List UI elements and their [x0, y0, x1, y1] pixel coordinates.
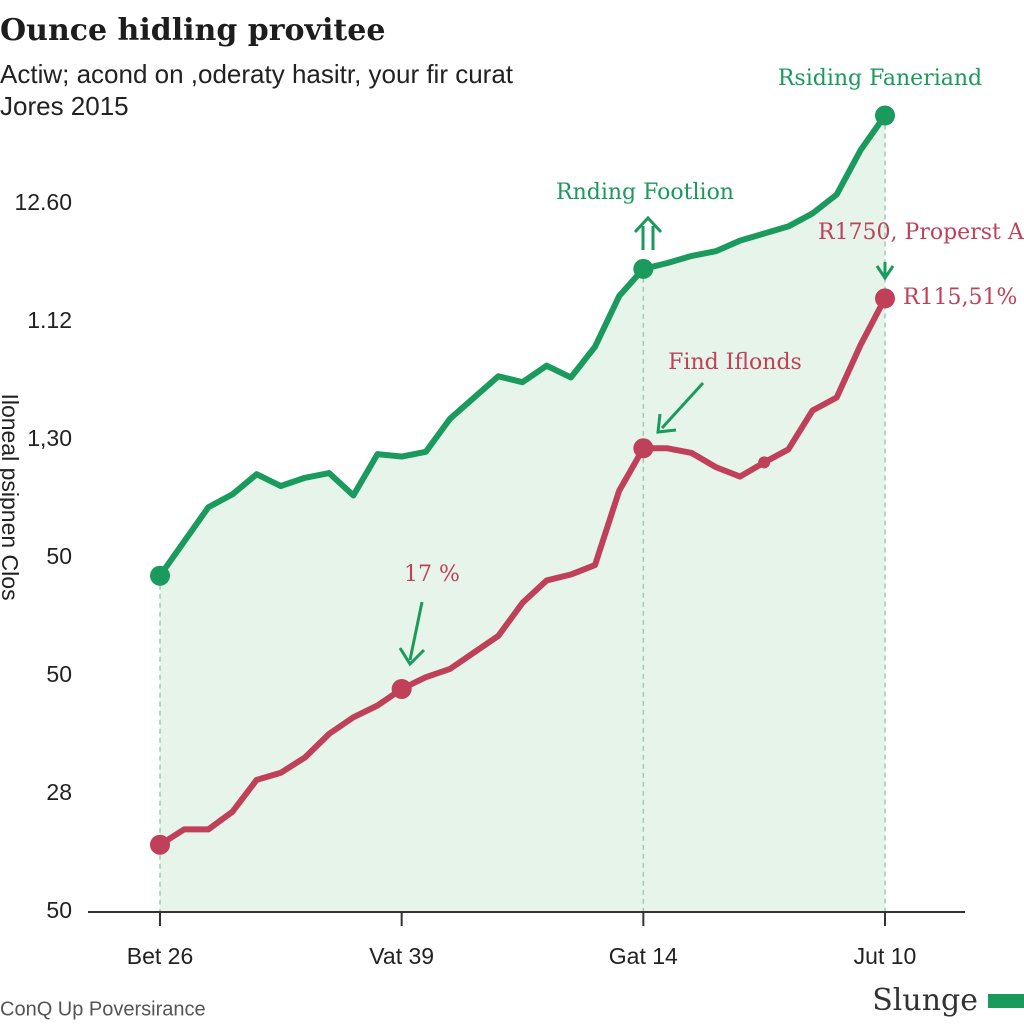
y-tick-label: 1.12: [27, 307, 72, 333]
arrow: [656, 381, 705, 434]
x-tick-label: Vat 39: [369, 943, 434, 969]
point: [633, 438, 654, 459]
line: [157, 112, 888, 579]
y-tick-label: 50: [46, 543, 72, 569]
annotation: R1750, Properst Alr: [818, 220, 1024, 245]
y-tick-label: 12.60: [14, 189, 72, 215]
x-tick-label: Bet 26: [127, 943, 194, 969]
area: [160, 115, 885, 912]
x-tick-label: Gat 14: [609, 943, 678, 969]
point: [758, 456, 771, 469]
annotation: Rsiding Faneriand: [778, 66, 982, 91]
arrow: [633, 215, 663, 250]
annotation: Rnding Footlion: [556, 180, 734, 205]
y-tick-label: 1,30: [27, 425, 72, 451]
point: [875, 288, 895, 309]
annotation: Find Iflonds: [668, 350, 802, 375]
arrow: [875, 262, 895, 281]
y-axis-label: Iloneal psipnen Clos: [0, 393, 23, 600]
point: [150, 834, 170, 855]
footer: ConQ Up Poversirance: [0, 998, 206, 1020]
annotation: R115,51%: [903, 285, 1017, 310]
y-tick-label: 28: [46, 779, 72, 805]
point: [391, 678, 412, 699]
brand: Slunge: [872, 983, 978, 1018]
chart-title: Ounce hidling provitee: [0, 13, 385, 48]
y-tick-label: 50: [46, 661, 72, 687]
brand-flag: [988, 994, 1024, 1008]
y-tick-label: 50: [46, 897, 72, 923]
point: [633, 258, 654, 279]
point: [150, 565, 170, 586]
x-tick-label: Jut 10: [854, 943, 917, 969]
arrow: [398, 601, 426, 667]
subtitle: Actiw; acond on ,oderaty hasitr, your fi…: [0, 59, 514, 89]
subtitle: Jores 2015: [0, 91, 129, 121]
point: [875, 105, 895, 126]
annotation: 17 %: [404, 562, 460, 587]
